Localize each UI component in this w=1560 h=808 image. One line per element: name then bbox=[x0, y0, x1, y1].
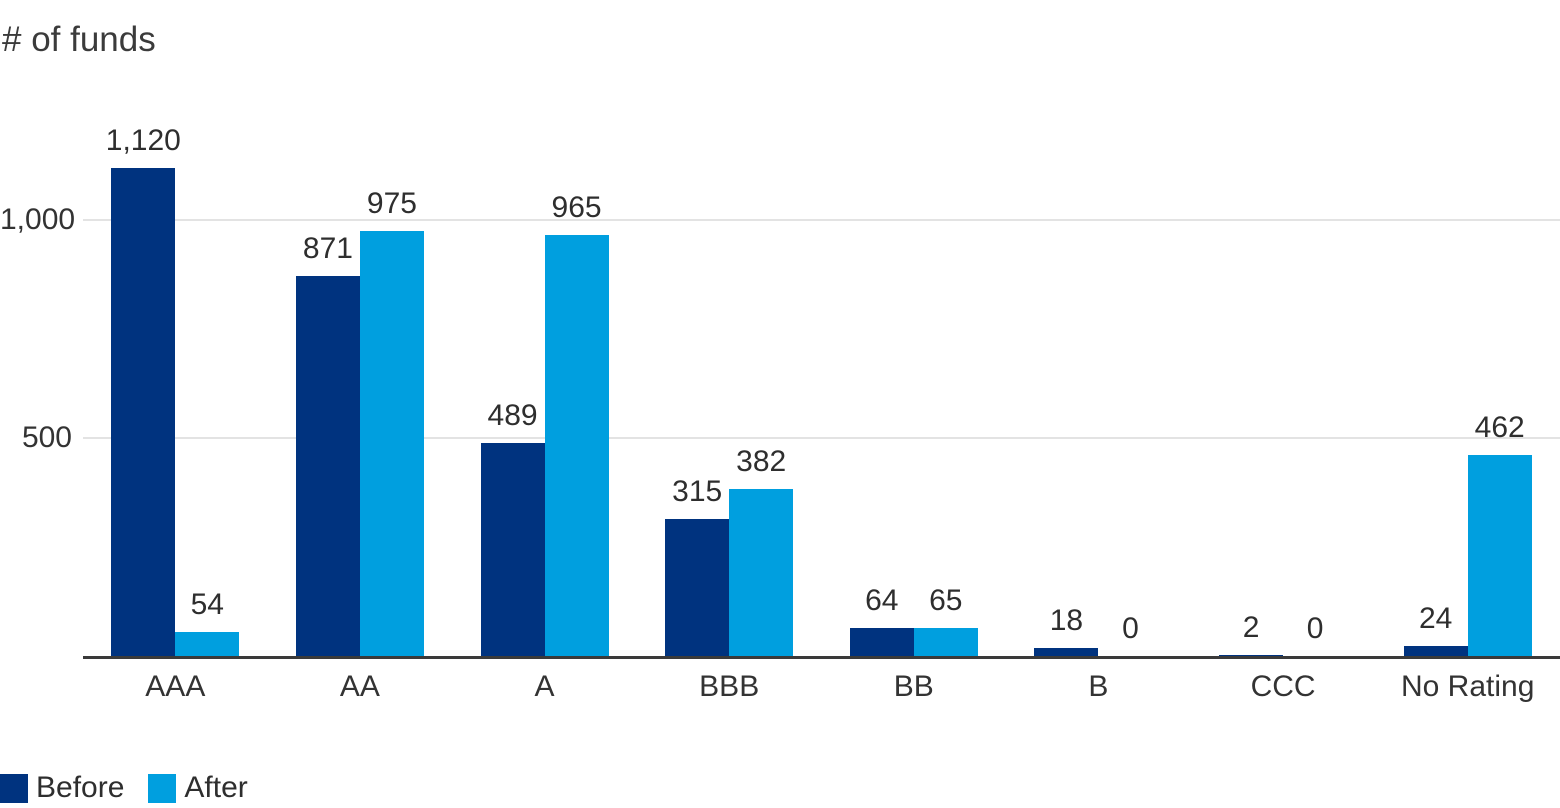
value-label-after-aa: 975 bbox=[366, 187, 417, 220]
x-label-no-rating: No Rating bbox=[1400, 670, 1535, 703]
bar-before-aa bbox=[295, 276, 360, 656]
bar-after-aa bbox=[359, 231, 424, 656]
value-label-before-bbb: 315 bbox=[672, 475, 723, 508]
value-label-after-a: 965 bbox=[551, 191, 602, 224]
value-label-before-ccc: 2 bbox=[1242, 611, 1260, 644]
bar-after-bb bbox=[913, 628, 978, 656]
legend-swatch-before bbox=[0, 773, 28, 803]
value-label-before-b: 18 bbox=[1049, 604, 1084, 637]
gridline-500 bbox=[83, 437, 1560, 439]
x-label-b: B bbox=[1088, 670, 1109, 703]
value-label-after-bbb: 382 bbox=[736, 445, 787, 478]
value-label-after-bb: 65 bbox=[929, 584, 963, 617]
y-tick-1000: 1,000 bbox=[0, 203, 76, 236]
legend-label-before: Before bbox=[36, 771, 125, 804]
value-label-after-b: 0 bbox=[1122, 612, 1139, 645]
bar-before-a bbox=[480, 443, 545, 656]
legend-item-before: Before bbox=[0, 771, 124, 805]
x-label-bbb: BBB bbox=[699, 670, 760, 703]
bar-before-no-rating bbox=[1403, 646, 1468, 656]
legend-item-after: After bbox=[148, 771, 248, 805]
x-label-aaa: AAA bbox=[145, 670, 206, 703]
value-label-before-aa: 871 bbox=[302, 232, 353, 265]
value-label-before-a: 489 bbox=[487, 399, 538, 432]
bar-before-bb bbox=[849, 628, 914, 656]
value-label-before-bb: 64 bbox=[865, 584, 899, 617]
bar-before-b bbox=[1034, 648, 1099, 656]
bar-before-bbb bbox=[665, 519, 730, 656]
bar-after-no-rating bbox=[1467, 455, 1532, 656]
x-label-ccc: CCC bbox=[1250, 670, 1316, 703]
x-label-bb: BB bbox=[893, 670, 934, 703]
x-axis-line bbox=[83, 656, 1560, 659]
value-label-after-ccc: 0 bbox=[1306, 612, 1324, 645]
value-label-after-no-rating: 462 bbox=[1474, 411, 1525, 444]
bar-after-a bbox=[544, 235, 609, 656]
bar-after-bbb bbox=[729, 489, 794, 656]
gridline-1000 bbox=[83, 219, 1560, 221]
legend-swatch-after bbox=[148, 773, 177, 803]
x-label-aa: AA bbox=[339, 670, 380, 703]
chart-title: # of funds bbox=[2, 20, 156, 59]
y-tick-500: 500 bbox=[21, 421, 72, 454]
value-label-before-aaa: 1,120 bbox=[105, 124, 181, 157]
legend: Before After bbox=[0, 771, 248, 805]
legend-label-after: After bbox=[184, 771, 248, 804]
bar-before-ccc bbox=[1219, 655, 1284, 656]
value-label-after-aaa: 54 bbox=[190, 588, 224, 621]
value-label-before-no-rating: 24 bbox=[1419, 602, 1453, 635]
bar-after-aaa bbox=[175, 632, 240, 656]
bar-before-aaa bbox=[111, 168, 176, 656]
x-label-a: A bbox=[534, 670, 555, 703]
